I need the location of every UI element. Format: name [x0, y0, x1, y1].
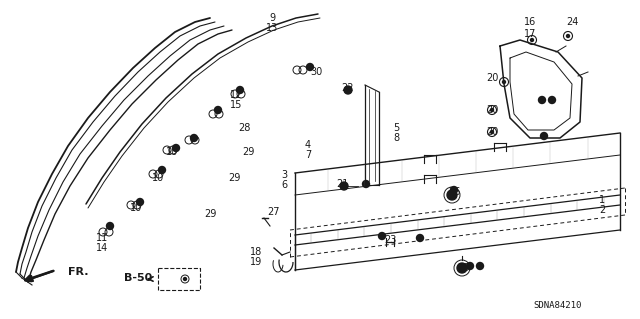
Circle shape [173, 145, 179, 152]
Text: 26: 26 [448, 187, 460, 197]
Circle shape [184, 278, 186, 280]
Circle shape [531, 39, 534, 41]
Text: 11: 11 [96, 233, 108, 243]
Circle shape [490, 108, 493, 112]
Text: 10: 10 [152, 173, 164, 183]
Circle shape [191, 135, 198, 142]
Text: 30: 30 [310, 67, 322, 77]
Circle shape [457, 263, 467, 273]
Text: 6: 6 [281, 180, 287, 190]
Circle shape [136, 198, 143, 205]
Text: 14: 14 [96, 243, 108, 253]
Text: 9: 9 [269, 13, 275, 23]
Text: 29: 29 [204, 209, 216, 219]
Text: 29: 29 [228, 173, 240, 183]
Text: 7: 7 [305, 150, 311, 160]
Circle shape [447, 190, 457, 200]
Text: 18: 18 [250, 247, 262, 257]
Text: 29: 29 [242, 147, 254, 157]
Circle shape [566, 34, 570, 38]
Circle shape [159, 167, 166, 174]
Text: 1: 1 [599, 195, 605, 205]
Text: 16: 16 [524, 17, 536, 27]
Text: 22: 22 [342, 83, 355, 93]
Circle shape [548, 97, 556, 103]
Circle shape [541, 132, 547, 139]
Circle shape [214, 107, 221, 114]
Text: 3: 3 [281, 170, 287, 180]
Circle shape [490, 130, 493, 133]
Circle shape [237, 86, 243, 93]
Text: 15: 15 [230, 100, 242, 110]
Text: 19: 19 [250, 257, 262, 267]
Text: 17: 17 [524, 29, 536, 39]
Circle shape [417, 234, 424, 241]
Circle shape [106, 222, 113, 229]
Text: 5: 5 [393, 123, 399, 133]
Text: 20: 20 [486, 127, 498, 137]
Circle shape [451, 187, 458, 194]
Text: 25: 25 [458, 263, 470, 273]
Circle shape [362, 181, 369, 188]
Circle shape [502, 80, 506, 84]
Text: 8: 8 [393, 133, 399, 143]
Text: 20: 20 [486, 73, 498, 83]
Text: 12: 12 [230, 90, 242, 100]
Text: 13: 13 [266, 23, 278, 33]
Text: 24: 24 [566, 17, 578, 27]
Text: 10: 10 [166, 147, 178, 157]
Circle shape [467, 263, 474, 270]
Circle shape [477, 263, 483, 270]
Circle shape [340, 182, 348, 190]
Circle shape [538, 97, 545, 103]
Text: B-50: B-50 [124, 273, 152, 283]
Circle shape [307, 63, 314, 70]
Circle shape [378, 233, 385, 240]
Text: 20: 20 [486, 105, 498, 115]
Text: 4: 4 [305, 140, 311, 150]
Text: SDNA84210: SDNA84210 [534, 301, 582, 310]
Text: 23: 23 [384, 235, 396, 245]
Text: 10: 10 [130, 203, 142, 213]
Text: 28: 28 [238, 123, 250, 133]
Text: 27: 27 [268, 207, 280, 217]
Circle shape [344, 86, 352, 94]
Text: 21: 21 [336, 179, 348, 189]
Text: 2: 2 [599, 205, 605, 215]
Text: FR.: FR. [68, 267, 88, 277]
